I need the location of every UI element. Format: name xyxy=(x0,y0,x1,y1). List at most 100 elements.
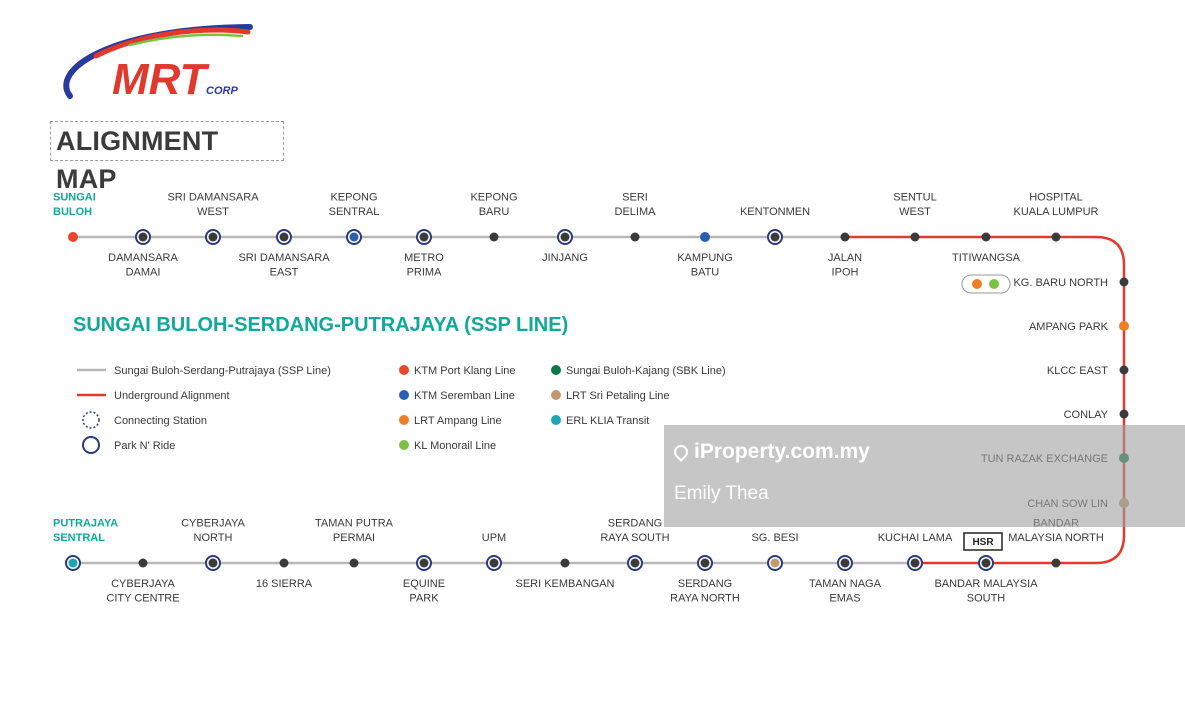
station-label: CONLAY xyxy=(1064,409,1109,421)
ampang-dot xyxy=(972,279,982,289)
station-label: EMAS xyxy=(829,593,860,605)
station-dot xyxy=(1119,409,1129,419)
station-dot xyxy=(68,232,78,242)
legend-label: ERL KLIA Transit xyxy=(566,415,649,427)
station-kentonmen: KENTONMEN xyxy=(740,206,810,245)
station-equine-park: EQUINE PARK xyxy=(403,555,445,605)
station-label: WEST xyxy=(197,206,229,218)
legend-item-lrt-ampang-line: LRT Ampang Line xyxy=(399,415,502,427)
interchange-pill xyxy=(961,274,1011,294)
station-label: KUCHAI LAMA xyxy=(878,532,953,544)
station-label: EAST xyxy=(270,267,299,279)
legend-label: KTM Seremban Line xyxy=(414,390,515,402)
station-label: SENTRAL xyxy=(53,532,105,544)
station-dot xyxy=(349,558,359,568)
station-klcc-east: KLCC EAST xyxy=(1047,365,1129,377)
legend-swatch xyxy=(399,365,409,375)
station-putrajaya-sentral: PUTRAJAYA SENTRAL xyxy=(53,518,118,571)
station-kuchai-lama: KUCHAI LAMA xyxy=(878,532,953,571)
station-dot xyxy=(1119,277,1129,287)
station-label: BULOH xyxy=(53,206,92,218)
station-dot xyxy=(1119,365,1129,375)
legend-swatch xyxy=(399,390,409,400)
mrt-corp-logo: MRT CORP xyxy=(63,24,253,104)
legend-item-lrt-sri-petaling-line: LRT Sri Petaling Line xyxy=(551,390,670,402)
station-label: JINJANG xyxy=(542,252,588,264)
legend-item-connecting-station: Connecting Station xyxy=(82,411,207,429)
station-seri-delima: SERI DELIMA xyxy=(615,192,656,242)
station-label: SERI xyxy=(622,192,648,204)
station-label: MALAYSIA NORTH xyxy=(1008,532,1104,544)
station-metro-prima: METRO PRIMA xyxy=(404,229,444,279)
watermark-agent: Emily Thea xyxy=(674,483,769,504)
station-titiwangsa: TITIWANGSA xyxy=(952,232,1021,264)
station-label: PUTRAJAYA xyxy=(53,518,118,530)
station-sg-besi: SG. BESI xyxy=(751,532,799,571)
station-label: SERI KEMBANGAN xyxy=(515,578,614,590)
station-label: TAMAN NAGA xyxy=(809,578,882,590)
station-dot xyxy=(981,558,991,568)
station-sentul-west: SENTUL WEST xyxy=(893,192,937,242)
legend-swatch xyxy=(399,415,409,425)
station-dot xyxy=(419,232,429,242)
station-jinjang: JINJANG xyxy=(542,229,588,264)
station-dot xyxy=(700,558,710,568)
station-label: HOSPITAL xyxy=(1029,192,1083,204)
legend-swatch xyxy=(82,436,100,454)
station-label: CYBERJAYA xyxy=(181,518,245,530)
station-sri-damansara-east: SRI DAMANSARA EAST xyxy=(238,229,330,279)
station-dot xyxy=(630,558,640,568)
station-cyberjaya-city-centre: CYBERJAYA CITY CENTRE xyxy=(106,558,180,605)
legend-label: Sungai Buloh-Kajang (SBK Line) xyxy=(566,365,726,377)
legend-label: LRT Sri Petaling Line xyxy=(566,390,670,402)
station-dot xyxy=(1051,558,1061,568)
watermark-site: iProperty.com.my xyxy=(694,440,870,463)
station-dot xyxy=(279,558,289,568)
titiwangsa-interchange xyxy=(961,274,1011,294)
station-sungai-buloh: SUNGAI BULOH xyxy=(53,192,96,242)
watermark-logo: iProperty.com.my xyxy=(671,440,870,464)
station-dot xyxy=(840,232,850,242)
station-bandar-malaysia-south: BANDAR MALAYSIA SOUTH xyxy=(934,555,1038,605)
station-label: SRI DAMANSARA xyxy=(167,192,259,204)
station-dot xyxy=(700,232,710,242)
station-label: DAMAI xyxy=(126,267,161,279)
station-label: BATU xyxy=(691,267,720,279)
station-dot xyxy=(419,558,429,568)
legend-label: KTM Port Klang Line xyxy=(414,365,516,377)
station-dot xyxy=(279,232,289,242)
legend-swatch xyxy=(82,411,100,429)
station-label: CYBERJAYA xyxy=(111,578,175,590)
station-label: RAYA NORTH xyxy=(670,593,740,605)
station-label: SUNGAI xyxy=(53,192,96,204)
station-label: BARU xyxy=(479,206,510,218)
legend-label: LRT Ampang Line xyxy=(414,415,502,427)
station-label: TITIWANGSA xyxy=(952,252,1021,264)
station-dot xyxy=(138,232,148,242)
station-label: KAMPUNG xyxy=(677,252,733,264)
hsr-label: HSR xyxy=(972,537,994,548)
station-dot xyxy=(770,232,780,242)
line-title: SUNGAI BULOH-SERDANG-PUTRAJAYA (SSP LINE… xyxy=(73,314,568,336)
station-label: NORTH xyxy=(194,532,233,544)
legend-swatch xyxy=(551,365,561,375)
legend-swatch xyxy=(551,390,561,400)
station-label: KEPONG xyxy=(330,192,377,204)
station-dot xyxy=(770,558,780,568)
legend-swatch xyxy=(551,415,561,425)
legend-label: Park N' Ride xyxy=(114,440,175,452)
station-dot xyxy=(138,558,148,568)
station-kepong-sentral: KEPONG SENTRAL xyxy=(329,192,379,245)
legend-item-ktm-seremban-line: KTM Seremban Line xyxy=(399,390,515,402)
station-dot xyxy=(208,558,218,568)
station-sri-damansara-west: SRI DAMANSARA WEST xyxy=(167,192,259,245)
station-label: SERDANG xyxy=(678,578,732,590)
station-label: CITY CENTRE xyxy=(106,593,179,605)
station-upm: UPM xyxy=(482,532,506,571)
station-label: PRIMA xyxy=(407,267,443,279)
station-label: METRO xyxy=(404,252,444,264)
station-hospital-kuala-lumpur: HOSPITAL KUALA LUMPUR xyxy=(1014,192,1099,242)
legend-item-sungai-buloh-kajang-sbk-line: Sungai Buloh-Kajang (SBK Line) xyxy=(551,365,726,377)
station-dot xyxy=(68,558,78,568)
